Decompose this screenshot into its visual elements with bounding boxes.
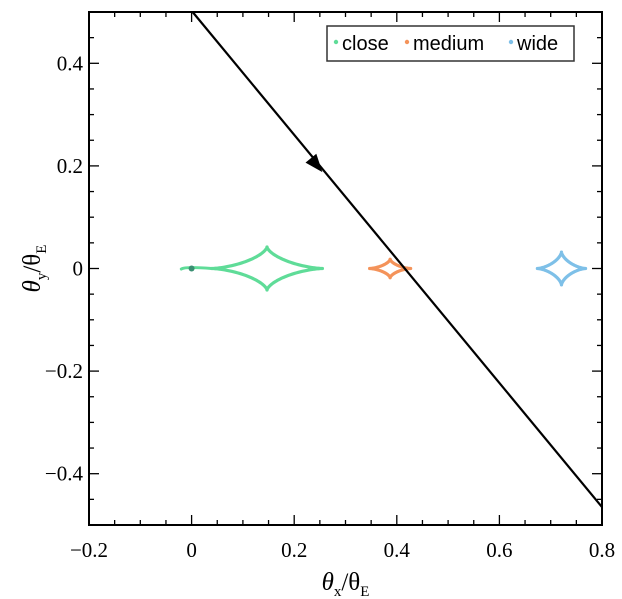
plot-frame [88, 11, 603, 526]
x-tick-label: 0 [186, 538, 197, 562]
caustic-close-tail [179, 266, 214, 271]
x-tick-labels: −0.2 0 0.2 0.4 0.6 0.8 [70, 538, 615, 562]
legend-label-close: close [342, 33, 389, 55]
x-tick-label: 0.4 [384, 538, 411, 562]
legend-marker-medium [404, 39, 410, 45]
x-axis-label: θx/θE [322, 569, 370, 599]
y-tick-label: 0.2 [57, 154, 83, 178]
x-axis-label-sub-e: E [360, 584, 369, 599]
y-axis-label-sub-y: y [34, 272, 50, 280]
x-tick-label: 0.8 [589, 538, 615, 562]
caustic-medium [368, 257, 413, 280]
x-tick-label: 0.6 [486, 538, 512, 562]
legend-marker-wide [508, 39, 514, 45]
legend-label-medium: medium [413, 33, 484, 55]
caustic-close [210, 245, 325, 292]
trajectory-arrow [305, 153, 323, 173]
y-tick-label: −0.4 [45, 462, 84, 486]
y-tick-label: 0.4 [57, 51, 84, 75]
ticks-layer [88, 11, 603, 526]
trajectory-line [191, 11, 603, 508]
caustic-close-dot [188, 265, 195, 272]
y-axis-label-sep: /θ [19, 254, 46, 273]
y-tick-label: 0 [73, 257, 84, 281]
x-tick-label: −0.2 [70, 538, 108, 562]
y-tick-labels: −0.4 −0.2 0 0.2 0.4 [45, 51, 84, 485]
source-trajectory [191, 11, 603, 508]
x-axis-label-sub-x: x [334, 584, 342, 599]
legend: close medium wide [326, 25, 575, 62]
caustic-wide [535, 250, 588, 287]
y-axis-label: θy/θE [19, 245, 50, 293]
y-axis-label-sub-e: E [34, 245, 50, 254]
legend-label-wide: wide [516, 33, 558, 55]
legend-box [326, 25, 575, 62]
x-axis-label-theta: θ [322, 569, 334, 596]
x-axis-label-sep: /θ [341, 569, 360, 596]
x-tick-label: 0.2 [281, 538, 307, 562]
y-tick-label: −0.2 [45, 359, 83, 383]
caustic-series [179, 245, 588, 292]
legend-marker-close [333, 39, 339, 45]
y-axis-label-theta: θ [19, 280, 46, 292]
